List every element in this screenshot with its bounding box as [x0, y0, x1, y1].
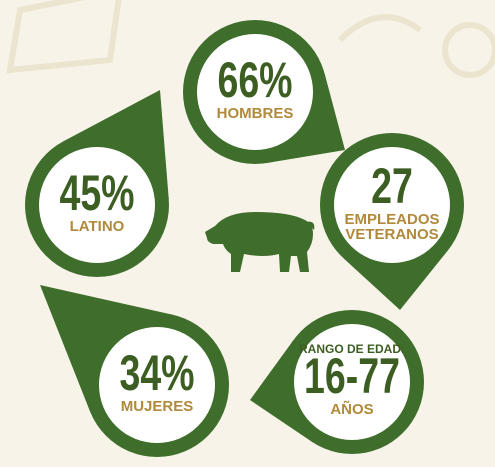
node-label: LATINO	[70, 218, 125, 235]
node-label: VETERANOS	[345, 226, 438, 243]
node-value: 66%	[217, 53, 292, 108]
node-label: MUJERES	[121, 398, 194, 415]
node-value: 27	[371, 159, 413, 214]
infographic: 66%HOMBRES27EMPLEADOSVETERANOSRANGO DE E…	[0, 0, 495, 467]
pig-icon	[205, 212, 314, 272]
node-label: AÑOS	[330, 400, 373, 418]
node-value: 34%	[119, 346, 194, 401]
node-value: 16-77	[304, 349, 400, 404]
node-label: HOMBRES	[217, 105, 294, 122]
node-value: 45%	[59, 166, 134, 221]
